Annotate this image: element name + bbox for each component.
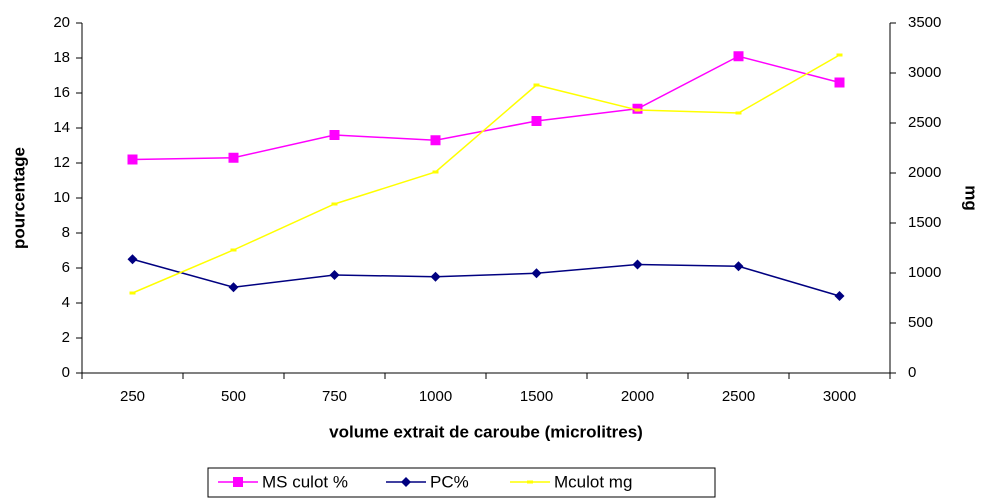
y-tick-label: 14 (53, 119, 70, 136)
marker (329, 130, 340, 140)
x-axis-title: volume extrait de caroube (microlitres) (329, 422, 643, 441)
x-tick-label: 250 (120, 388, 145, 405)
y2-tick-label: 0 (908, 364, 916, 381)
series-line (132, 54, 840, 294)
y2-tick-label: 2000 (908, 164, 941, 181)
y-tick-label: 10 (53, 189, 70, 206)
y2-tick-label: 1000 (908, 264, 941, 281)
marker (733, 51, 744, 62)
marker (127, 254, 138, 265)
y2-tick-label: 500 (908, 314, 933, 331)
marker (836, 53, 843, 57)
marker (329, 270, 340, 280)
y-tick-label: 20 (53, 14, 70, 31)
y-tick-label: 4 (62, 294, 70, 311)
y-tick-label: 0 (62, 364, 70, 381)
marker (228, 152, 239, 163)
x-tick-label: 1500 (520, 388, 553, 405)
marker (533, 83, 540, 87)
legend-label: PC% (430, 472, 469, 491)
marker (127, 154, 138, 165)
marker (733, 261, 744, 272)
marker (430, 271, 441, 282)
series-line (132, 258, 840, 297)
x-tick-label: 500 (221, 388, 246, 405)
marker (430, 135, 441, 146)
y2-tick-label: 3000 (908, 64, 941, 81)
marker (233, 477, 243, 487)
y-tick-label: 16 (53, 84, 70, 101)
y-tick-label: 18 (53, 49, 70, 66)
marker (632, 259, 643, 270)
y2-tick-label: 2500 (908, 114, 941, 131)
series-line (132, 55, 840, 161)
marker (735, 111, 742, 115)
marker (230, 248, 237, 252)
marker (432, 170, 439, 174)
y-tick-label: 12 (53, 154, 70, 171)
x-tick-label: 2500 (722, 388, 755, 405)
x-tick-label: 3000 (823, 388, 856, 405)
y2-tick-label: 3500 (908, 14, 941, 31)
y-axis-title: pourcentage (9, 147, 28, 249)
y-tick-label: 6 (62, 259, 70, 276)
y-tick-label: 8 (62, 224, 70, 241)
x-tick-label: 750 (322, 388, 347, 405)
legend-label: Mculot mg (554, 472, 632, 491)
marker (527, 480, 533, 484)
marker (834, 77, 845, 88)
marker (634, 108, 641, 112)
y2-tick-label: 1500 (908, 214, 941, 231)
marker (401, 477, 411, 487)
y-tick-label: 2 (62, 329, 70, 346)
legend-label: MS culot % (262, 472, 348, 491)
x-tick-label: 2000 (621, 388, 654, 405)
marker (129, 291, 136, 295)
marker (331, 202, 338, 206)
legend-box (207, 467, 716, 498)
marker (531, 116, 542, 126)
y2-axis-title: mg (962, 185, 981, 211)
marker (531, 268, 542, 279)
x-tick-label: 1000 (419, 388, 452, 405)
marker (834, 291, 845, 301)
marker (228, 282, 239, 293)
